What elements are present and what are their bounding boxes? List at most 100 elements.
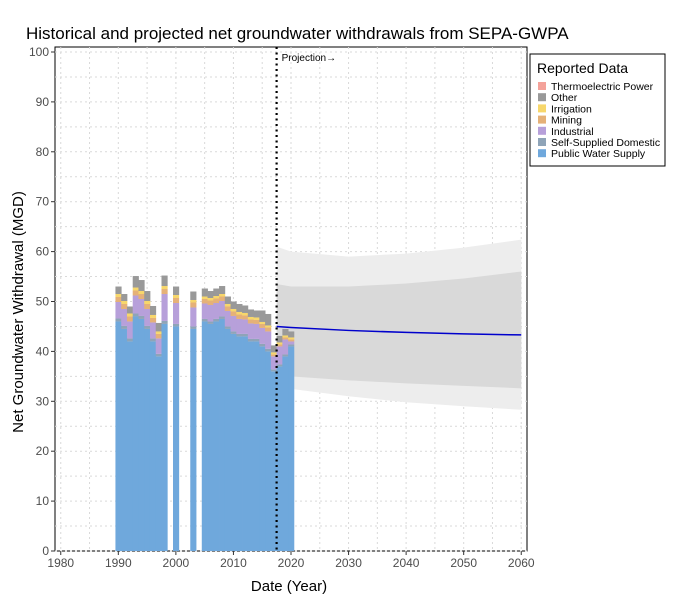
bar-segment-irrigation-1995 [144, 300, 151, 304]
bar-segment-public-water-supply-1992 [126, 341, 134, 551]
bar-segment-mining-2019 [282, 337, 289, 340]
bar-segment-self-supplied-domestic-1997 [155, 353, 162, 357]
bar-segment-other-1991 [121, 294, 128, 301]
bar-segment-industrial-2008 [219, 300, 226, 317]
bar-segment-self-supplied-domestic-2005 [201, 318, 208, 322]
bar-segment-industrial-2003 [190, 307, 197, 327]
legend-swatch [538, 138, 546, 146]
bar-segment-mining-1996 [149, 317, 157, 323]
bar-segment-mining-2015 [259, 323, 266, 328]
legend-label: Thermoelectric Power [551, 81, 654, 93]
bar-segment-mining-2007 [213, 298, 220, 303]
bar-segment-self-supplied-domestic-2014 [253, 338, 260, 342]
bar-segment-other-2018 [276, 335, 283, 343]
y-tick-label: 90 [36, 95, 50, 109]
bar-segment-other-2008 [219, 286, 226, 295]
bar-segment-public-water-supply-2000 [173, 326, 180, 551]
bar-segment-industrial-1996 [149, 322, 157, 339]
bar-segment-mining-2000 [173, 298, 180, 303]
bar-segment-irrigation-1993 [132, 287, 139, 291]
bar-segment-other-1995 [144, 291, 151, 301]
bar-segment-public-water-supply-1996 [149, 341, 157, 551]
bar-segment-other-2014 [253, 310, 260, 318]
bar-segment-self-supplied-domestic-1998 [161, 320, 168, 324]
x-tick-label: 2030 [335, 556, 362, 570]
bar-segment-irrigation-2015 [259, 321, 266, 324]
bar-segment-irrigation-2017 [270, 352, 278, 355]
bar-segment-industrial-2005 [201, 303, 208, 319]
bar-segment-industrial-2000 [173, 302, 180, 324]
y-tick-label: 10 [36, 494, 50, 508]
x-axis-title: Date (Year) [251, 578, 327, 595]
bar-segment-industrial-2017 [270, 356, 278, 370]
legend-items: Thermoelectric PowerOtherIrrigationMinin… [538, 81, 660, 160]
bar-segment-self-supplied-domestic-2020 [288, 344, 295, 347]
bar-segment-self-supplied-domestic-2015 [259, 343, 266, 347]
legend: Reported Data Thermoelectric PowerOtherI… [529, 53, 666, 167]
projection-mean-line [276, 325, 522, 336]
bar-segment-self-supplied-domestic-2011 [236, 333, 243, 337]
bar-segment-other-1998 [161, 275, 168, 287]
bar-segment-self-supplied-domestic-2009 [224, 326, 231, 329]
bar-segment-self-supplied-domestic-2012 [242, 333, 249, 337]
projection-label: Projection→ [282, 53, 336, 64]
bar-segment-public-water-supply-1991 [121, 328, 128, 551]
bar-segment-irrigation-2019 [282, 335, 289, 338]
bar-segment-public-water-supply-2003 [190, 328, 197, 551]
bar-segment-self-supplied-domestic-1994 [138, 315, 145, 319]
bar-segment-industrial-2020 [288, 341, 295, 345]
bar-segment-industrial-1995 [144, 308, 151, 326]
bar-segment-public-water-supply-1995 [144, 328, 151, 551]
bar-segment-public-water-supply-1997 [155, 356, 162, 551]
bar-segment-public-water-supply-2016 [265, 351, 272, 551]
bar-segment-public-water-supply-2010 [230, 333, 237, 551]
bar-segment-public-water-supply-1990 [115, 321, 122, 551]
bar-segment-self-supplied-domestic-2019 [282, 354, 289, 357]
bar-segment-public-water-supply-1993 [132, 316, 139, 551]
bar-segment-other-2012 [242, 305, 249, 313]
bar-segment-other-1993 [132, 276, 139, 288]
legend-label: Public Water Supply [551, 148, 646, 160]
bar-segment-other-2009 [224, 296, 231, 304]
legend-box [529, 53, 666, 167]
bar-segment-public-water-supply-2012 [242, 336, 249, 551]
x-tick-label: 1980 [47, 556, 74, 570]
bar-segment-irrigation-2008 [219, 294, 226, 297]
x-tick-label: 2050 [450, 556, 477, 570]
bar-segment-irrigation-1992 [126, 313, 134, 317]
projection-bands [276, 239, 522, 410]
bar-segment-other-2010 [230, 301, 237, 309]
bar-segment-self-supplied-domestic-1990 [115, 318, 122, 322]
bar-segment-other-2013 [247, 309, 254, 317]
bar-segment-public-water-supply-2013 [247, 341, 254, 551]
bar-segment-irrigation-2009 [224, 303, 231, 307]
bar-segment-mining-1992 [126, 316, 134, 322]
bar-segment-self-supplied-domestic-2017 [270, 369, 278, 372]
bar-segment-public-water-supply-2020 [288, 346, 295, 551]
bar-segment-public-water-supply-2011 [236, 336, 243, 551]
bar-segment-irrigation-2006 [207, 298, 214, 301]
legend-label: Industrial [551, 126, 594, 138]
bar-segment-mining-1995 [144, 303, 151, 309]
bar-segment-irrigation-2016 [265, 325, 272, 328]
bar-segment-mining-2009 [224, 306, 231, 311]
bar-segment-self-supplied-domestic-2000 [173, 323, 180, 327]
bar-segment-other-2011 [236, 303, 243, 312]
bar-segment-self-supplied-domestic-1996 [149, 338, 157, 342]
bar-segment-other-2006 [207, 291, 214, 299]
y-tick-label: 60 [36, 245, 50, 259]
bar-segment-mining-2012 [242, 315, 249, 320]
y-tick-label: 80 [36, 145, 50, 159]
bar-segment-public-water-supply-2007 [213, 321, 220, 551]
legend-swatch [538, 115, 546, 124]
x-tick-label: 1990 [105, 556, 132, 570]
y-tick-label: 50 [36, 294, 50, 308]
bar-segment-industrial-2012 [242, 319, 249, 334]
bar-segment-industrial-2009 [224, 310, 231, 327]
bar-segment-industrial-2014 [253, 323, 260, 339]
bar-segment-public-water-supply-1998 [161, 323, 168, 551]
bar-segment-mining-1993 [132, 290, 139, 296]
y-tick-label: 30 [36, 394, 50, 408]
legend-swatch [538, 126, 546, 135]
